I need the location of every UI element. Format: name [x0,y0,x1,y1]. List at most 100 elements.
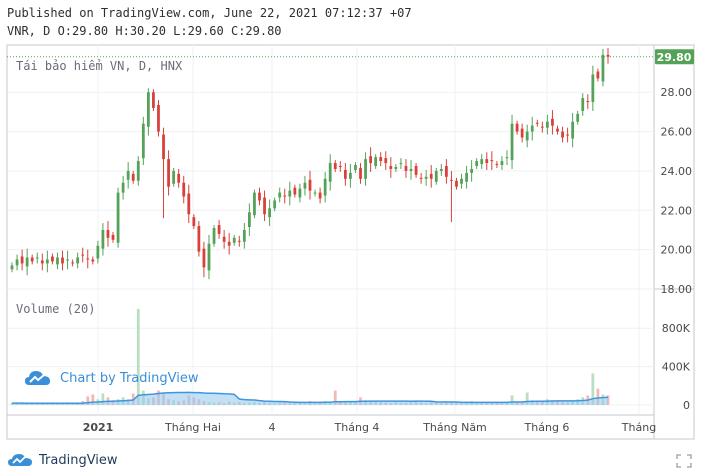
candle-body [242,229,246,242]
candle-body [394,167,398,169]
candle-body [505,157,509,159]
candle-body [232,237,236,243]
published-line: Published on TradingView.com, June 22, 2… [7,6,412,20]
candle-body [556,128,559,132]
candle-body [343,169,347,179]
candle-body [444,166,448,177]
candle-body [71,262,74,264]
volume-ma-line [11,391,609,404]
candle-body [530,125,534,132]
candle-body [141,123,145,159]
candle-body [540,126,544,128]
candle-body [106,229,110,238]
candle-body [455,180,458,187]
candle-body [40,260,44,264]
candle-body [323,178,327,196]
candle-body [389,166,393,169]
candle-body [172,170,176,184]
candle-body [566,134,569,136]
candle-body [45,259,49,264]
candle-body [450,179,453,181]
candle-body [384,158,388,164]
candle-body [35,257,39,259]
time-tick-label: Tháng 6 [524,421,570,434]
candle-body [525,131,529,141]
candle-body [61,257,64,264]
time-tick-label: Tháng [621,421,656,434]
candle-body [354,165,357,170]
candle-body [182,182,186,197]
volume-axis: 800K 400K 0 [662,322,691,412]
candle-body [399,163,403,165]
volume-tick-label: 0 [683,399,690,412]
price-tick-label: 24.00 [661,165,693,178]
candle-body [121,182,125,193]
candle-body [601,54,605,82]
candle-body [606,54,610,57]
volume-legend[interactable]: Volume (20) [16,302,95,316]
volume-ma [11,391,609,405]
candle-body [520,128,524,138]
chart-watermark: Chart by TradingView [24,368,198,388]
candle-body [187,193,191,215]
candle-body [434,170,438,182]
candle-body [439,168,443,171]
watermark-text: Chart by TradingView [60,370,199,386]
candle-body [586,101,590,103]
candle-body [81,254,85,256]
candle-body [116,192,120,243]
time-axis[interactable]: 2021 Tháng Hai 4 Tháng 4 Tháng Năm Tháng 6 Thá… [83,421,657,434]
candles[interactable] [10,47,610,280]
candle-body [359,167,362,179]
candle-body [328,163,332,182]
candle-body [177,173,181,183]
candle-body [136,161,140,181]
candle-body [485,159,489,164]
candle-body [303,182,307,189]
candle-body [192,217,196,227]
candle-body [460,178,463,184]
volume-bar [525,392,529,405]
tradingview-brand[interactable]: TradingView [8,451,118,469]
candle-body [535,122,539,124]
brand-text: TradingView [39,452,118,468]
candle-body [546,121,549,128]
volume-bar [510,395,514,405]
volume-bar [596,388,600,405]
candle-body [465,172,468,182]
candle-body [480,159,484,165]
candle-body [51,256,54,262]
candle-body [237,240,241,242]
candle-body [227,241,231,246]
candle-body [404,166,408,171]
volume-bar [86,396,90,405]
time-tick-label: Tháng Hai [164,421,221,434]
volume-tick-label: 400K [662,361,691,374]
candle-body [217,225,221,234]
candle-body [258,192,261,201]
candle-body [76,257,80,264]
candle-body [222,236,226,242]
candle-body [86,258,90,260]
candle-body [298,188,302,198]
candle-body [10,265,14,270]
candle-body [349,172,352,179]
candle-body [581,98,585,111]
volume-bar [101,393,105,405]
time-tick-label: Tháng Năm [422,421,487,434]
symbol-legend[interactable]: Tái bảo hiểm VN, D, HNX [16,59,183,73]
candle-body [157,105,160,132]
candle-body [429,173,433,179]
volume-tick-label: 800K [662,322,691,335]
price-tick-label: 22.00 [661,204,693,217]
time-tick-label: Tháng 4 [334,421,380,434]
fullscreen-icon[interactable] [676,454,692,468]
price-tick-label: 26.00 [661,126,693,139]
volume-bar [136,309,140,405]
candle-body [202,248,206,268]
tradingview-logo-icon [8,454,32,466]
price-axis[interactable]: 28.00 26.00 24.00 22.00 20.00 18.00 [661,86,693,296]
volume-ma-area [12,392,608,405]
candle-body [333,163,337,169]
